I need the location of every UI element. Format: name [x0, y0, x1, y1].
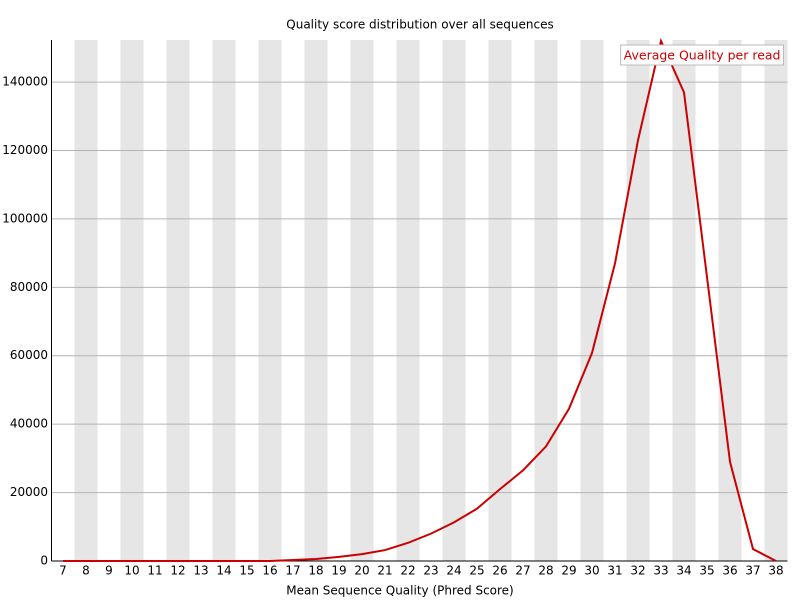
x-tick-label: 22: [400, 564, 415, 578]
y-tick-label: 40000: [10, 417, 48, 431]
band: [718, 40, 742, 561]
chart-title: Quality score distribution over all sequ…: [286, 18, 553, 32]
x-tick-label: 17: [285, 564, 300, 578]
legend-label: Average Quality per read: [624, 48, 781, 63]
x-tick-label: 11: [147, 564, 162, 578]
x-tick-label: 31: [607, 564, 622, 578]
y-tick-label: 60000: [10, 348, 48, 362]
x-tick-label: 7: [59, 564, 67, 578]
x-tick-label: 36: [722, 564, 737, 578]
band: [350, 40, 374, 561]
band: [212, 40, 236, 561]
band: [396, 40, 420, 561]
bands: [74, 40, 788, 561]
x-tick-label: 16: [262, 564, 277, 578]
y-tick-label: 20000: [10, 485, 48, 499]
x-tick-label: 38: [768, 564, 783, 578]
x-tick-label: 23: [423, 564, 438, 578]
x-tick-label: 9: [105, 564, 113, 578]
y-tick-label: 100000: [2, 211, 48, 225]
x-tick-label: 27: [515, 564, 530, 578]
x-tick-label: 34: [676, 564, 691, 578]
band: [442, 40, 466, 561]
x-tick-label: 35: [699, 564, 714, 578]
x-tick-label: 24: [446, 564, 461, 578]
x-tick-label: 14: [216, 564, 231, 578]
x-tick-label: 29: [561, 564, 576, 578]
x-tick-label: 21: [377, 564, 392, 578]
y-tick-label: 140000: [2, 75, 48, 89]
x-axis-label: Mean Sequence Quality (Phred Score): [286, 584, 514, 598]
band: [166, 40, 190, 561]
band: [120, 40, 144, 561]
x-tick-label: 15: [239, 564, 254, 578]
x-tick-label: 28: [538, 564, 553, 578]
x-tick-label: 19: [331, 564, 346, 578]
band: [304, 40, 328, 561]
y-tick-label: 120000: [2, 143, 48, 157]
x-tick-label: 10: [124, 564, 139, 578]
band: [488, 40, 512, 561]
x-tick-label: 13: [193, 564, 208, 578]
band: [258, 40, 282, 561]
band: [534, 40, 558, 561]
band: [74, 40, 98, 561]
band: [626, 40, 650, 561]
band: [580, 40, 604, 561]
y-tick-label: 0: [40, 554, 48, 568]
x-tick-label: 8: [82, 564, 90, 578]
x-tick-label: 32: [630, 564, 645, 578]
x-tick-label: 18: [308, 564, 323, 578]
legend-box: [620, 44, 784, 66]
x-tick-label: 30: [584, 564, 599, 578]
y-tick-label: 80000: [10, 280, 48, 294]
x-tick-label: 20: [354, 564, 369, 578]
legend: Average Quality per read: [620, 44, 784, 66]
x-tick-label: 26: [492, 564, 507, 578]
band: [764, 40, 788, 561]
x-tick-label: 25: [469, 564, 484, 578]
band: [672, 40, 696, 561]
x-tick-label: 37: [745, 564, 760, 578]
x-tick-label: 12: [170, 564, 185, 578]
x-tick-label: 33: [653, 564, 668, 578]
